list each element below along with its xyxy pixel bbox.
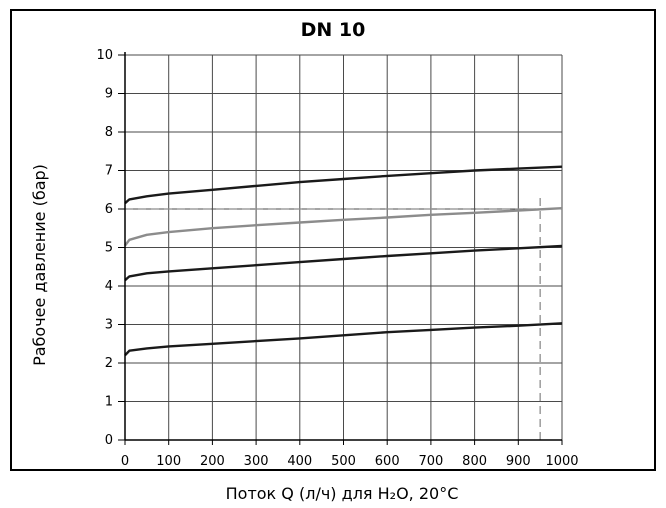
x-tick-label: 700 xyxy=(418,454,443,469)
x-tick-label: 200 xyxy=(200,454,225,469)
y-tick-label: 4 xyxy=(105,279,113,294)
y-tick-label: 0 xyxy=(105,433,113,448)
x-tick-label: 400 xyxy=(287,454,312,469)
x-tick-label: 800 xyxy=(462,454,487,469)
y-tick-label: 1 xyxy=(105,395,113,410)
reference-lines xyxy=(125,197,541,440)
y-tick-label: 9 xyxy=(105,87,113,102)
x-tick-label: 300 xyxy=(244,454,269,469)
x-tick-labels: 0 100 200 300 400 500 600 700 800 900 1000 xyxy=(121,454,579,469)
y-tick-label: 8 xyxy=(105,125,113,140)
chart-title: DN 10 xyxy=(300,19,366,41)
y-tick-label: 2 xyxy=(105,356,113,371)
y-tick-labels: 0 1 2 3 4 5 6 7 8 9 10 xyxy=(96,48,113,448)
x-tick-label: 0 xyxy=(121,454,129,469)
series-line-1 xyxy=(124,165,563,205)
chart-border xyxy=(10,9,656,471)
series-line-3 xyxy=(124,244,563,282)
axes xyxy=(118,52,563,445)
grid xyxy=(125,54,563,440)
series-group xyxy=(124,165,563,357)
y-tick-label: 5 xyxy=(105,241,113,256)
y-axis-label: Рабочее давление (бар) xyxy=(30,164,49,366)
y-tick-label: 7 xyxy=(105,164,113,179)
y-tick-label: 10 xyxy=(96,48,113,63)
x-tick-label: 100 xyxy=(156,454,181,469)
series-line-4 xyxy=(124,322,563,357)
y-tick-label: 3 xyxy=(105,318,113,333)
x-tick-label: 600 xyxy=(375,454,400,469)
y-tick-label: 6 xyxy=(105,202,113,217)
x-tick-label: 900 xyxy=(506,454,531,469)
x-axis-label: Поток Q (л/ч) для H₂O, 20°C xyxy=(226,484,459,503)
series-line-2 xyxy=(124,207,563,247)
x-tick-label: 1000 xyxy=(545,454,578,469)
x-tick-label: 500 xyxy=(331,454,356,469)
